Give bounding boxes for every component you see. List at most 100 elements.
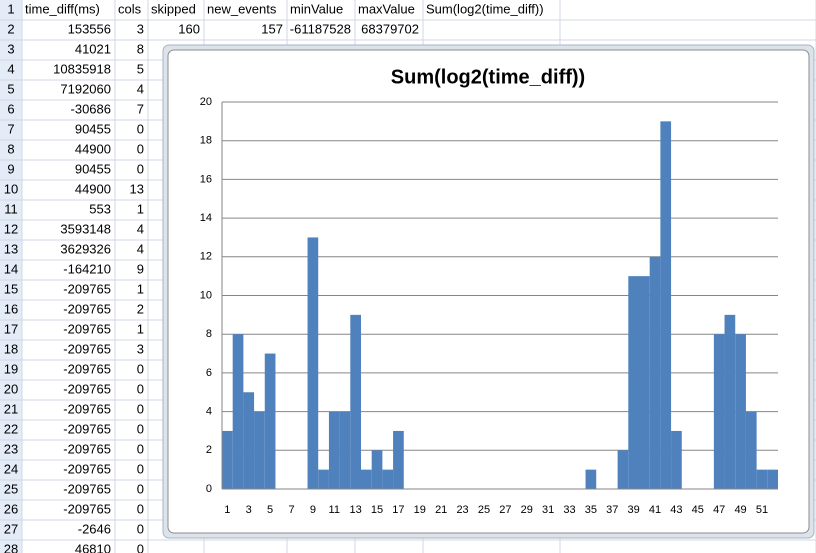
cell: -2646: [78, 521, 111, 536]
bar: [649, 256, 661, 489]
row-number: 17: [4, 321, 18, 336]
cell: 44900: [75, 141, 111, 156]
row-number: 10: [4, 181, 18, 196]
cell: -209765: [63, 341, 111, 356]
x-tick-label: 25: [478, 504, 490, 516]
cell: 4: [137, 221, 144, 236]
row-number: 7: [7, 121, 14, 136]
row-number: 1: [7, 1, 14, 16]
cell: 4: [137, 81, 144, 96]
row-number: 24: [4, 461, 18, 476]
cell: -209765: [63, 301, 111, 316]
cell: 0: [137, 521, 144, 536]
cell: 7: [137, 101, 144, 116]
cell: -209765: [63, 401, 111, 416]
x-tick-label: 7: [288, 504, 294, 516]
x-tick-label: 3: [246, 504, 252, 516]
cell: maxValue: [358, 1, 415, 16]
x-tick-label: 35: [585, 504, 597, 516]
x-tick-label: 21: [435, 504, 447, 516]
x-tick-label: 27: [499, 504, 511, 516]
y-tick-label: 20: [200, 96, 212, 108]
cell: 90455: [75, 121, 111, 136]
y-tick-label: 6: [206, 367, 212, 379]
cell: 3: [137, 341, 144, 356]
cell: 1: [137, 201, 144, 216]
cell: -209765: [63, 321, 111, 336]
y-tick-label: 4: [206, 406, 212, 418]
cell: 160: [178, 21, 200, 36]
cell: 0: [137, 401, 144, 416]
row-number: 11: [4, 201, 18, 216]
row-number: 26: [4, 501, 18, 516]
x-tick-label: 15: [371, 504, 383, 516]
cell: 41021: [75, 41, 111, 56]
row-header-bar: [0, 0, 22, 553]
bar: [713, 334, 725, 489]
cell: 44900: [75, 181, 111, 196]
cell: 2: [137, 301, 144, 316]
cell: 13: [130, 181, 144, 196]
cell: -61187528: [290, 21, 351, 36]
bar: [371, 450, 383, 489]
cell: 0: [137, 381, 144, 396]
cell: 0: [137, 541, 144, 553]
cell: -209765: [63, 501, 111, 516]
cell: 3: [137, 21, 144, 36]
cell: 3629326: [60, 241, 111, 256]
row-number: 6: [7, 101, 14, 116]
x-tick-label: 47: [713, 504, 725, 516]
cell: -209765: [63, 481, 111, 496]
x-tick-label: 43: [670, 504, 682, 516]
bar: [328, 411, 340, 489]
x-tick-label: 5: [267, 504, 273, 516]
row-number: 5: [7, 81, 14, 96]
cell: new_events: [207, 1, 277, 16]
bar: [222, 430, 233, 489]
cell: 8: [137, 41, 144, 56]
x-tick-label: 9: [310, 504, 316, 516]
y-tick-label: 18: [200, 135, 212, 147]
cell: skipped: [151, 1, 196, 16]
cell: -30686: [71, 101, 111, 116]
bar: [307, 237, 319, 489]
row-number: 13: [4, 241, 18, 256]
cell: 3593148: [60, 221, 111, 236]
y-tick-label: 10: [200, 289, 212, 301]
bar: [617, 450, 629, 489]
x-tick-label: 45: [692, 504, 704, 516]
cell: cols: [118, 1, 142, 16]
x-tick-label: 13: [350, 504, 362, 516]
cell: 157: [261, 21, 283, 36]
cell: minValue: [290, 1, 343, 16]
bar: [639, 276, 650, 489]
cell: -209765: [63, 461, 111, 476]
bar: [243, 392, 255, 489]
row-number: 9: [7, 161, 14, 176]
cell: time_diff(ms): [25, 1, 100, 16]
cell: 0: [137, 441, 144, 456]
x-tick-label: 29: [521, 504, 533, 516]
bar: [585, 469, 597, 489]
cell: 0: [137, 461, 144, 476]
cell: 5: [137, 61, 144, 76]
row-number: 12: [4, 221, 18, 236]
row-number: 8: [7, 141, 14, 156]
x-tick-label: 49: [734, 504, 746, 516]
row-number: 19: [4, 361, 18, 376]
row-number: 16: [4, 301, 18, 316]
cell: 9: [137, 261, 144, 276]
cell: 1: [137, 321, 144, 336]
x-tick-label: 39: [628, 504, 640, 516]
x-tick-label: 17: [392, 504, 404, 516]
cell: 68379702: [361, 21, 419, 36]
cell: -209765: [63, 281, 111, 296]
bar: [756, 469, 768, 489]
row-number: 22: [4, 421, 18, 436]
bar: [767, 469, 778, 489]
bar: [393, 430, 404, 489]
bar: [735, 334, 746, 489]
